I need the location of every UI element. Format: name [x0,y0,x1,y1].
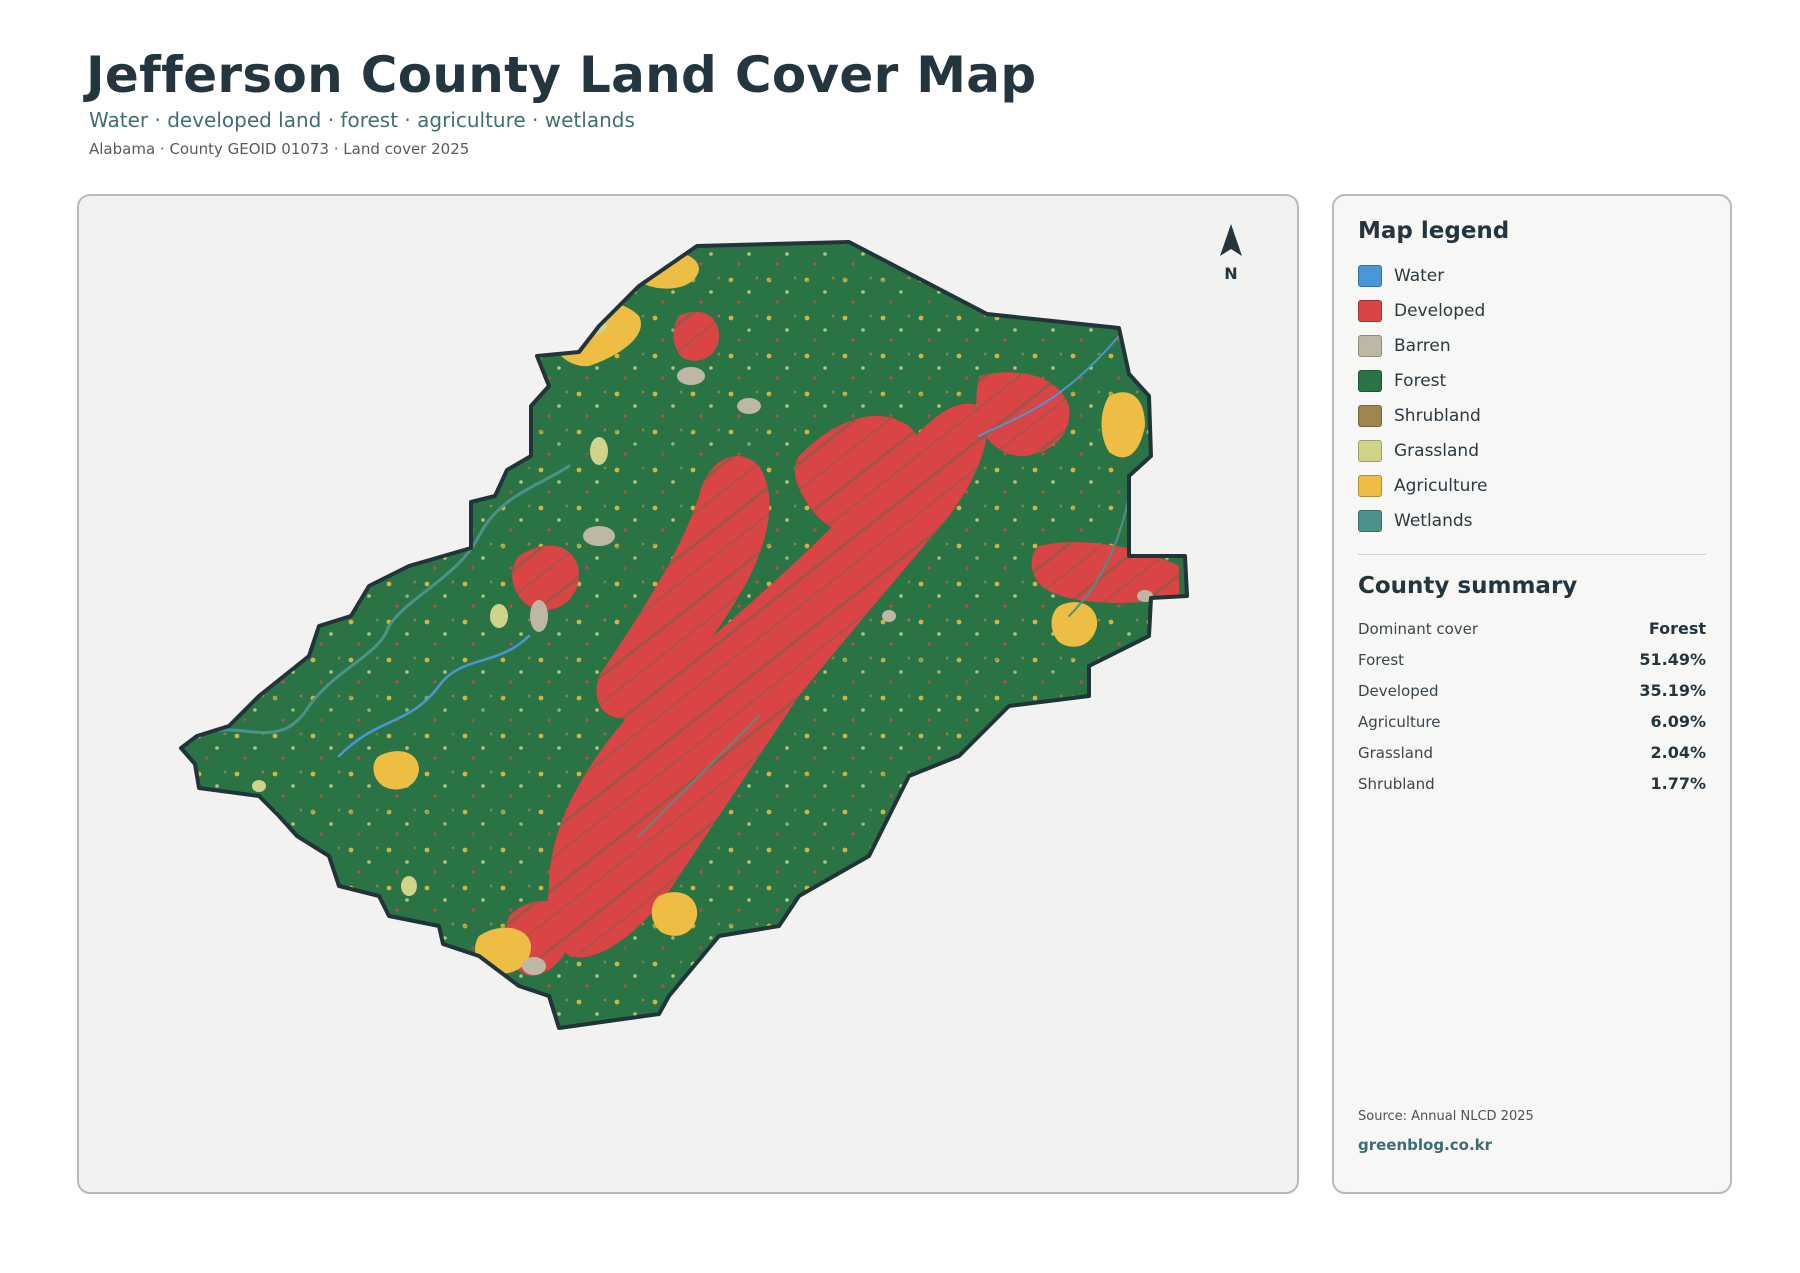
map-panel [77,194,1299,1194]
legend-item-wetlands: Wetlands [1358,503,1706,538]
summary-value: 1.77% [1650,774,1706,793]
land-cover-map [179,240,1189,1030]
north-label: N [1224,264,1238,283]
summary-label: Agriculture [1358,712,1441,731]
summary-label: Forest [1358,650,1405,669]
summary-row: Shrubland 1.77% [1358,768,1706,799]
legend-item-agriculture: Agriculture [1358,468,1706,503]
summary-value: Forest [1648,619,1706,638]
water-features [195,335,1130,837]
map-metadata: Alabama · County GEOID 01073 · Land cove… [89,140,470,158]
summary-label: Developed [1358,681,1439,700]
legend-swatch [1358,369,1382,392]
summary-row: Forest 51.49% [1358,644,1706,675]
summary-label: Dominant cover [1358,619,1479,638]
map-subtitle: Water · developed land · forest · agricu… [89,108,635,132]
data-source: Source: Annual NLCD 2025 [1358,1109,1534,1124]
north-arrow: N [1216,222,1246,283]
summary-value: 6.09% [1650,712,1706,731]
summary-value: 51.49% [1639,650,1706,669]
summary-row: Dominant cover Forest [1358,613,1706,644]
legend-swatch [1358,509,1382,532]
legend-item-developed: Developed [1358,293,1706,328]
legend-heading: Map legend [1358,218,1510,244]
legend-item-water: Water [1358,258,1706,293]
summary-heading: County summary [1358,573,1578,599]
summary-label: Grassland [1358,743,1433,762]
summary-row: Agriculture 6.09% [1358,706,1706,737]
legend-label: Shrubland [1394,405,1481,426]
legend-divider [1358,554,1706,555]
legend-label: Wetlands [1394,510,1473,531]
legend-label: Developed [1394,300,1486,321]
legend-item-barren: Barren [1358,328,1706,363]
legend-label: Grassland [1394,440,1479,461]
legend-swatch [1358,299,1382,322]
summary-row: Developed 35.19% [1358,675,1706,706]
legend-item-shrubland: Shrubland [1358,398,1706,433]
legend-label: Water [1394,265,1445,286]
map-title: Jefferson County Land Cover Map [86,46,1037,104]
north-arrow-icon [1220,224,1242,256]
legend-item-forest: Forest [1358,363,1706,398]
legend-swatch [1358,474,1382,497]
legend-swatch [1358,334,1382,357]
legend-swatch [1358,439,1382,462]
summary-value: 2.04% [1650,743,1706,762]
legend-label: Barren [1394,335,1451,356]
summary-value: 35.19% [1639,681,1706,700]
legend-swatch [1358,404,1382,427]
summary-row: Grassland 2.04% [1358,737,1706,768]
legend-label: Agriculture [1394,475,1488,496]
side-panel: Map legend Water Developed Barren Forest… [1332,194,1732,1194]
summary-label: Shrubland [1358,774,1435,793]
legend-item-grassland: Grassland [1358,433,1706,468]
legend-swatch [1358,264,1382,287]
legend-label: Forest [1394,370,1447,391]
summary-table: Dominant cover Forest Forest 51.49% Deve… [1358,613,1706,799]
county-boundary [179,240,1189,1030]
legend-list: Water Developed Barren Forest Shrubland … [1358,258,1706,538]
site-link[interactable]: greenblog.co.kr [1358,1136,1493,1154]
